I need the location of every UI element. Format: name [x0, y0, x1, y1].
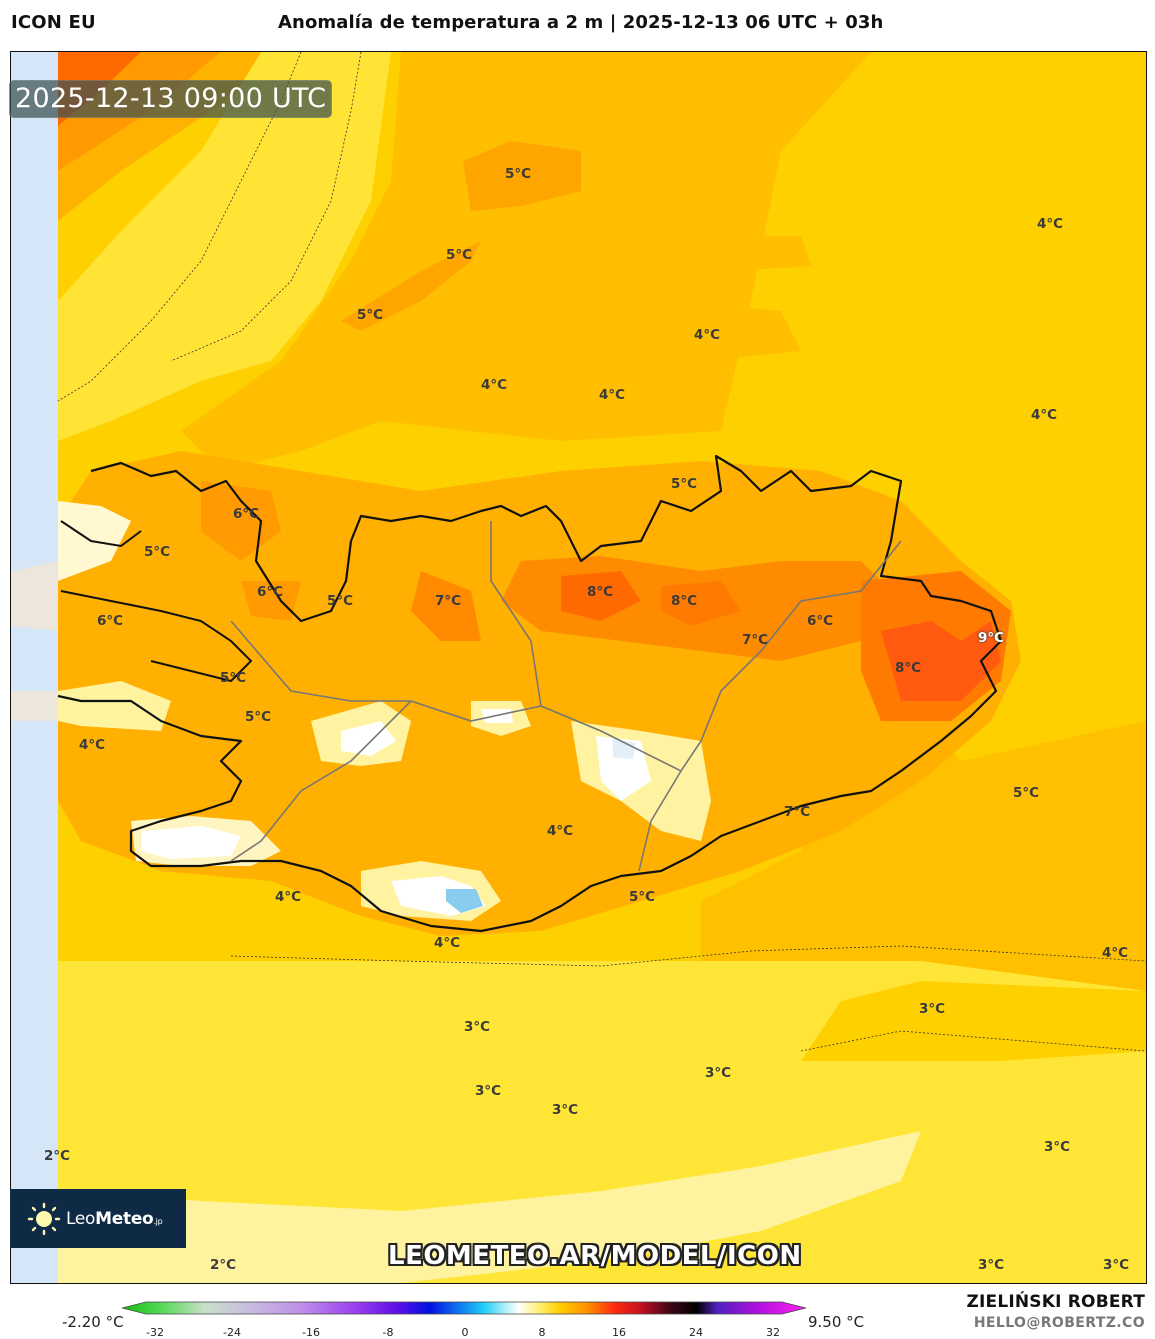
temperature-label: 3°C	[1102, 1257, 1130, 1273]
temperature-label: 8°C	[670, 593, 698, 609]
colorbar-max-label: 9.50 °C	[808, 1313, 865, 1331]
colorbar-min-label: -2.20 °C	[62, 1313, 124, 1331]
temperature-label: 9°C	[977, 630, 1005, 646]
temperature-label: 7°C	[783, 804, 811, 820]
temperature-label: 4°C	[1036, 216, 1064, 232]
valid-time-badge: 2025-12-13 09:00 UTC	[9, 80, 333, 118]
colorbar-tick: 8	[538, 1326, 546, 1339]
temperature-label: 4°C	[693, 327, 721, 343]
temperature-label: 8°C	[894, 660, 922, 676]
temperature-label: 2°C	[43, 1148, 71, 1164]
author-name: ZIELIŃSKI ROBERT	[966, 1292, 1145, 1312]
temperature-label: 4°C	[1030, 407, 1058, 423]
temperature-label: 2°C	[209, 1257, 237, 1273]
temperature-label: 5°C	[628, 889, 656, 905]
sun-icon	[27, 1202, 61, 1235]
temperature-label: 3°C	[551, 1102, 579, 1118]
colorbar	[122, 1301, 806, 1315]
temperature-label: 4°C	[1101, 945, 1129, 961]
temperature-label: 4°C	[598, 387, 626, 403]
temperature-label: 5°C	[356, 307, 384, 323]
colorbar-tick: -8	[382, 1326, 394, 1339]
colorbar-tick: 24	[689, 1326, 703, 1339]
temperature-label: 3°C	[704, 1065, 732, 1081]
source-watermark: LEOMETEO.AR/MODEL/ICON	[388, 1241, 802, 1271]
temperature-anomaly-map	[10, 51, 1147, 1284]
temperature-label: 5°C	[326, 593, 354, 609]
leometeo-logo: LeoMeteo.jp	[10, 1189, 186, 1248]
map-canvas	[11, 52, 1146, 1283]
temperature-label: 4°C	[433, 935, 461, 951]
temperature-label: 6°C	[96, 613, 124, 629]
temperature-label: 6°C	[256, 584, 284, 600]
colorbar-tick: -32	[146, 1326, 164, 1339]
temperature-label: 5°C	[670, 476, 698, 492]
temperature-label: 3°C	[474, 1083, 502, 1099]
logo-text: LeoMeteo.jp	[66, 1208, 163, 1229]
temperature-label: 6°C	[806, 613, 834, 629]
colorbar-tick: 16	[612, 1326, 626, 1339]
colorbar-tick: 0	[461, 1326, 469, 1339]
temperature-label: 5°C	[244, 709, 272, 725]
author-email: HELLO@ROBERTZ.CO	[973, 1315, 1145, 1331]
temperature-label: 5°C	[445, 247, 473, 263]
temperature-label: 3°C	[1043, 1139, 1071, 1155]
colorbar-tick: -24	[223, 1326, 241, 1339]
temperature-label: 4°C	[274, 889, 302, 905]
temperature-label: 5°C	[1012, 785, 1040, 801]
temperature-label: 3°C	[463, 1019, 491, 1035]
chart-title: Anomalía de temperatura a 2 m | 2025-12-…	[278, 12, 884, 33]
temperature-label: 6°C	[232, 506, 260, 522]
temperature-label: 4°C	[78, 737, 106, 753]
temperature-label: 4°C	[480, 377, 508, 393]
temperature-label: 3°C	[918, 1001, 946, 1017]
temperature-label: 7°C	[434, 593, 462, 609]
colorbar-tick: 32	[766, 1326, 780, 1339]
temperature-label: 5°C	[504, 166, 532, 182]
colorbar-tick: -16	[302, 1326, 320, 1339]
temperature-label: 5°C	[143, 544, 171, 560]
temperature-label: 4°C	[546, 823, 574, 839]
model-name: ICON EU	[11, 12, 96, 33]
temperature-label: 5°C	[219, 670, 247, 686]
temperature-label: 3°C	[977, 1257, 1005, 1273]
temperature-label: 7°C	[741, 632, 769, 648]
temperature-label: 8°C	[586, 584, 614, 600]
